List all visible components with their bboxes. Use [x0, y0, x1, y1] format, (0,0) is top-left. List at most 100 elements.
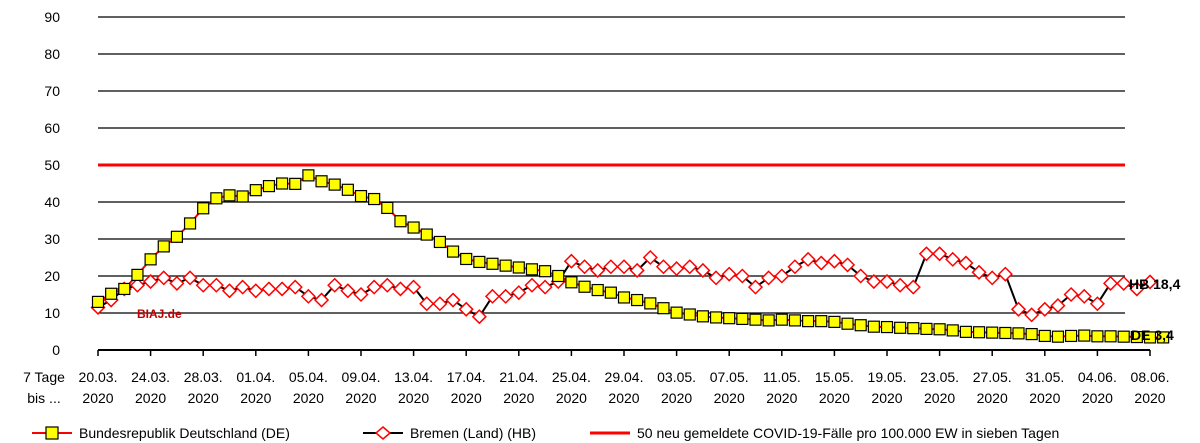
x-tick-label: 09.04. 2020	[342, 369, 381, 406]
data-point	[287, 279, 303, 295]
data-point	[552, 269, 565, 283]
data-point	[1129, 281, 1145, 297]
data-point	[1063, 286, 1079, 303]
data-point	[774, 268, 790, 284]
data-point	[631, 293, 644, 307]
data-point	[959, 325, 973, 338]
data-point	[682, 259, 698, 275]
data-point	[512, 261, 525, 274]
data-point	[880, 320, 894, 334]
data-point	[236, 190, 249, 203]
data-point	[525, 263, 539, 276]
data-point	[289, 177, 302, 190]
data-point	[1037, 301, 1053, 317]
data-point	[169, 275, 185, 291]
x-axis-title-line1: 7 Tage	[23, 369, 65, 385]
data-point	[262, 179, 276, 193]
legend-label-hb: Bremen (Land) (HB)	[410, 425, 536, 441]
data-point	[328, 178, 341, 191]
data-point	[458, 301, 474, 317]
data-point	[565, 276, 578, 289]
data-point	[971, 264, 987, 280]
data-point	[170, 230, 183, 243]
data-point	[1089, 296, 1105, 312]
y-tick-label: 30	[44, 231, 60, 247]
data-point	[578, 280, 591, 293]
data-point	[473, 255, 486, 269]
data-point	[353, 286, 369, 303]
data-point	[997, 266, 1013, 282]
data-point	[156, 270, 172, 286]
data-point	[787, 259, 803, 275]
data-point	[394, 215, 407, 228]
x-tick-label: 04.06. 2020	[1078, 369, 1117, 406]
x-tick-label: 01.04. 2020	[236, 369, 275, 406]
data-point	[946, 324, 959, 337]
data-point	[788, 314, 802, 327]
data-point	[460, 252, 473, 266]
x-tick-label: 25.04. 2020	[552, 369, 591, 406]
data-point	[813, 255, 829, 271]
data-point	[905, 279, 921, 295]
data-point	[381, 201, 394, 215]
data-point	[984, 270, 1000, 286]
series-line	[97, 174, 1164, 339]
data-point	[591, 283, 604, 297]
data-point	[918, 246, 935, 262]
data-point	[932, 246, 948, 262]
series-de	[91, 169, 1170, 344]
data-point	[867, 320, 880, 333]
data-point	[576, 259, 593, 275]
data-point	[1010, 301, 1027, 317]
data-point	[657, 302, 670, 315]
data-point	[354, 189, 368, 203]
data-point	[892, 277, 908, 293]
x-tick-label: 27.05. 2020	[973, 369, 1012, 406]
data-point	[761, 270, 777, 286]
x-tick-label: 15.05. 2020	[815, 369, 854, 406]
data-point	[419, 296, 435, 312]
end-label-hb: HB 18,4	[1129, 276, 1181, 292]
data-point	[800, 251, 816, 267]
data-point	[933, 323, 946, 336]
y-axis-ticks: 0 10 20 30 40 50 60 70 80 90	[44, 9, 60, 358]
data-point	[340, 283, 356, 299]
data-point	[261, 281, 277, 297]
data-point	[486, 257, 499, 270]
data-point	[853, 268, 869, 284]
data-point	[300, 288, 316, 304]
data-point	[249, 184, 262, 197]
data-point	[368, 192, 381, 206]
y-tick-label: 60	[44, 120, 60, 136]
data-point	[1025, 327, 1038, 341]
data-point	[208, 277, 224, 293]
data-point	[723, 312, 736, 325]
data-point	[986, 326, 999, 339]
y-tick-label: 70	[44, 83, 60, 99]
data-point	[1142, 274, 1158, 290]
data-point	[749, 313, 762, 326]
data-point	[747, 279, 764, 295]
data-point	[655, 259, 672, 275]
data-point	[801, 315, 815, 328]
data-point	[1130, 330, 1143, 344]
data-point	[721, 266, 737, 282]
data-point	[235, 279, 251, 295]
data-point	[1050, 298, 1066, 314]
x-tick-label: 29.04. 2020	[605, 369, 644, 406]
data-point	[379, 277, 395, 293]
data-point	[696, 310, 710, 323]
data-point	[894, 321, 907, 334]
data-point	[195, 277, 211, 293]
data-point	[563, 253, 579, 269]
x-tick-label: 28.03. 2020	[184, 369, 223, 406]
data-point	[1012, 327, 1025, 340]
data-point	[471, 309, 487, 325]
legend: Bundesrepublik Deutschland (DE) Bremen (…	[32, 425, 1059, 441]
data-point	[762, 314, 775, 327]
data-point	[920, 322, 933, 336]
data-point	[1116, 275, 1132, 291]
data-point	[433, 235, 446, 249]
data-point	[629, 262, 645, 279]
